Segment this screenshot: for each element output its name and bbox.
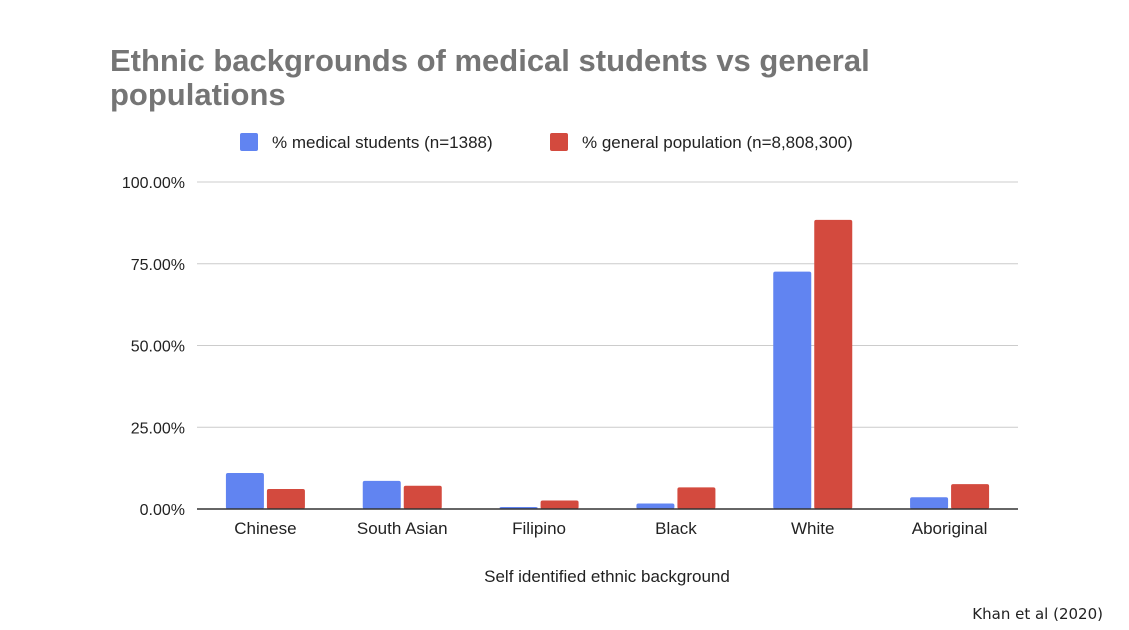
bar-medical-students-chinese bbox=[225, 473, 264, 509]
x-category-label: White bbox=[791, 519, 834, 538]
bar-general-population-aboriginal bbox=[951, 484, 990, 509]
bar-general-population-chinese bbox=[266, 489, 305, 509]
y-tick-label: 75.00% bbox=[131, 257, 185, 274]
bar-medical-students-aboriginal bbox=[910, 497, 949, 509]
chart-title: Ethnic backgrounds of medical students v… bbox=[110, 43, 870, 112]
bar-medical-students-white bbox=[773, 271, 812, 509]
legend: % medical students (n=1388) % general pop… bbox=[240, 133, 853, 152]
y-axis-ticks: 0.00% 25.00% 50.00% 75.00% 100.00% bbox=[122, 175, 185, 519]
legend-label: % medical students (n=1388) bbox=[272, 133, 493, 152]
bars bbox=[225, 219, 990, 509]
source-note: Khan et al (2020) bbox=[972, 605, 1103, 623]
bar-medical-students-south-asian bbox=[362, 480, 401, 509]
y-tick-label: 25.00% bbox=[131, 420, 185, 437]
y-tick-label: 100.00% bbox=[122, 175, 185, 192]
y-tick-label: 50.00% bbox=[131, 339, 185, 356]
gridlines bbox=[197, 181, 1018, 428]
x-category-label: Filipino bbox=[512, 519, 566, 538]
bar-general-population-filipino bbox=[540, 500, 579, 509]
x-category-label: Chinese bbox=[234, 519, 296, 538]
legend-swatch bbox=[550, 133, 568, 151]
legend-label: % general population (n=8,808,300) bbox=[582, 133, 853, 152]
bar-medical-students-black bbox=[636, 503, 675, 509]
x-category-label: Black bbox=[655, 519, 697, 538]
x-axis-categories: Chinese South Asian Filipino Black White Abor… bbox=[234, 519, 987, 538]
y-tick-label: 0.00% bbox=[140, 502, 185, 519]
bar-general-population-black bbox=[677, 487, 716, 509]
legend-swatch bbox=[240, 133, 258, 151]
x-category-label: Aboriginal bbox=[912, 519, 988, 538]
x-axis-title: Self identified ethnic background bbox=[484, 567, 730, 586]
bar-general-population-south-asian bbox=[403, 485, 442, 509]
x-category-label: South Asian bbox=[357, 519, 448, 538]
bar-general-population-white bbox=[814, 219, 853, 509]
